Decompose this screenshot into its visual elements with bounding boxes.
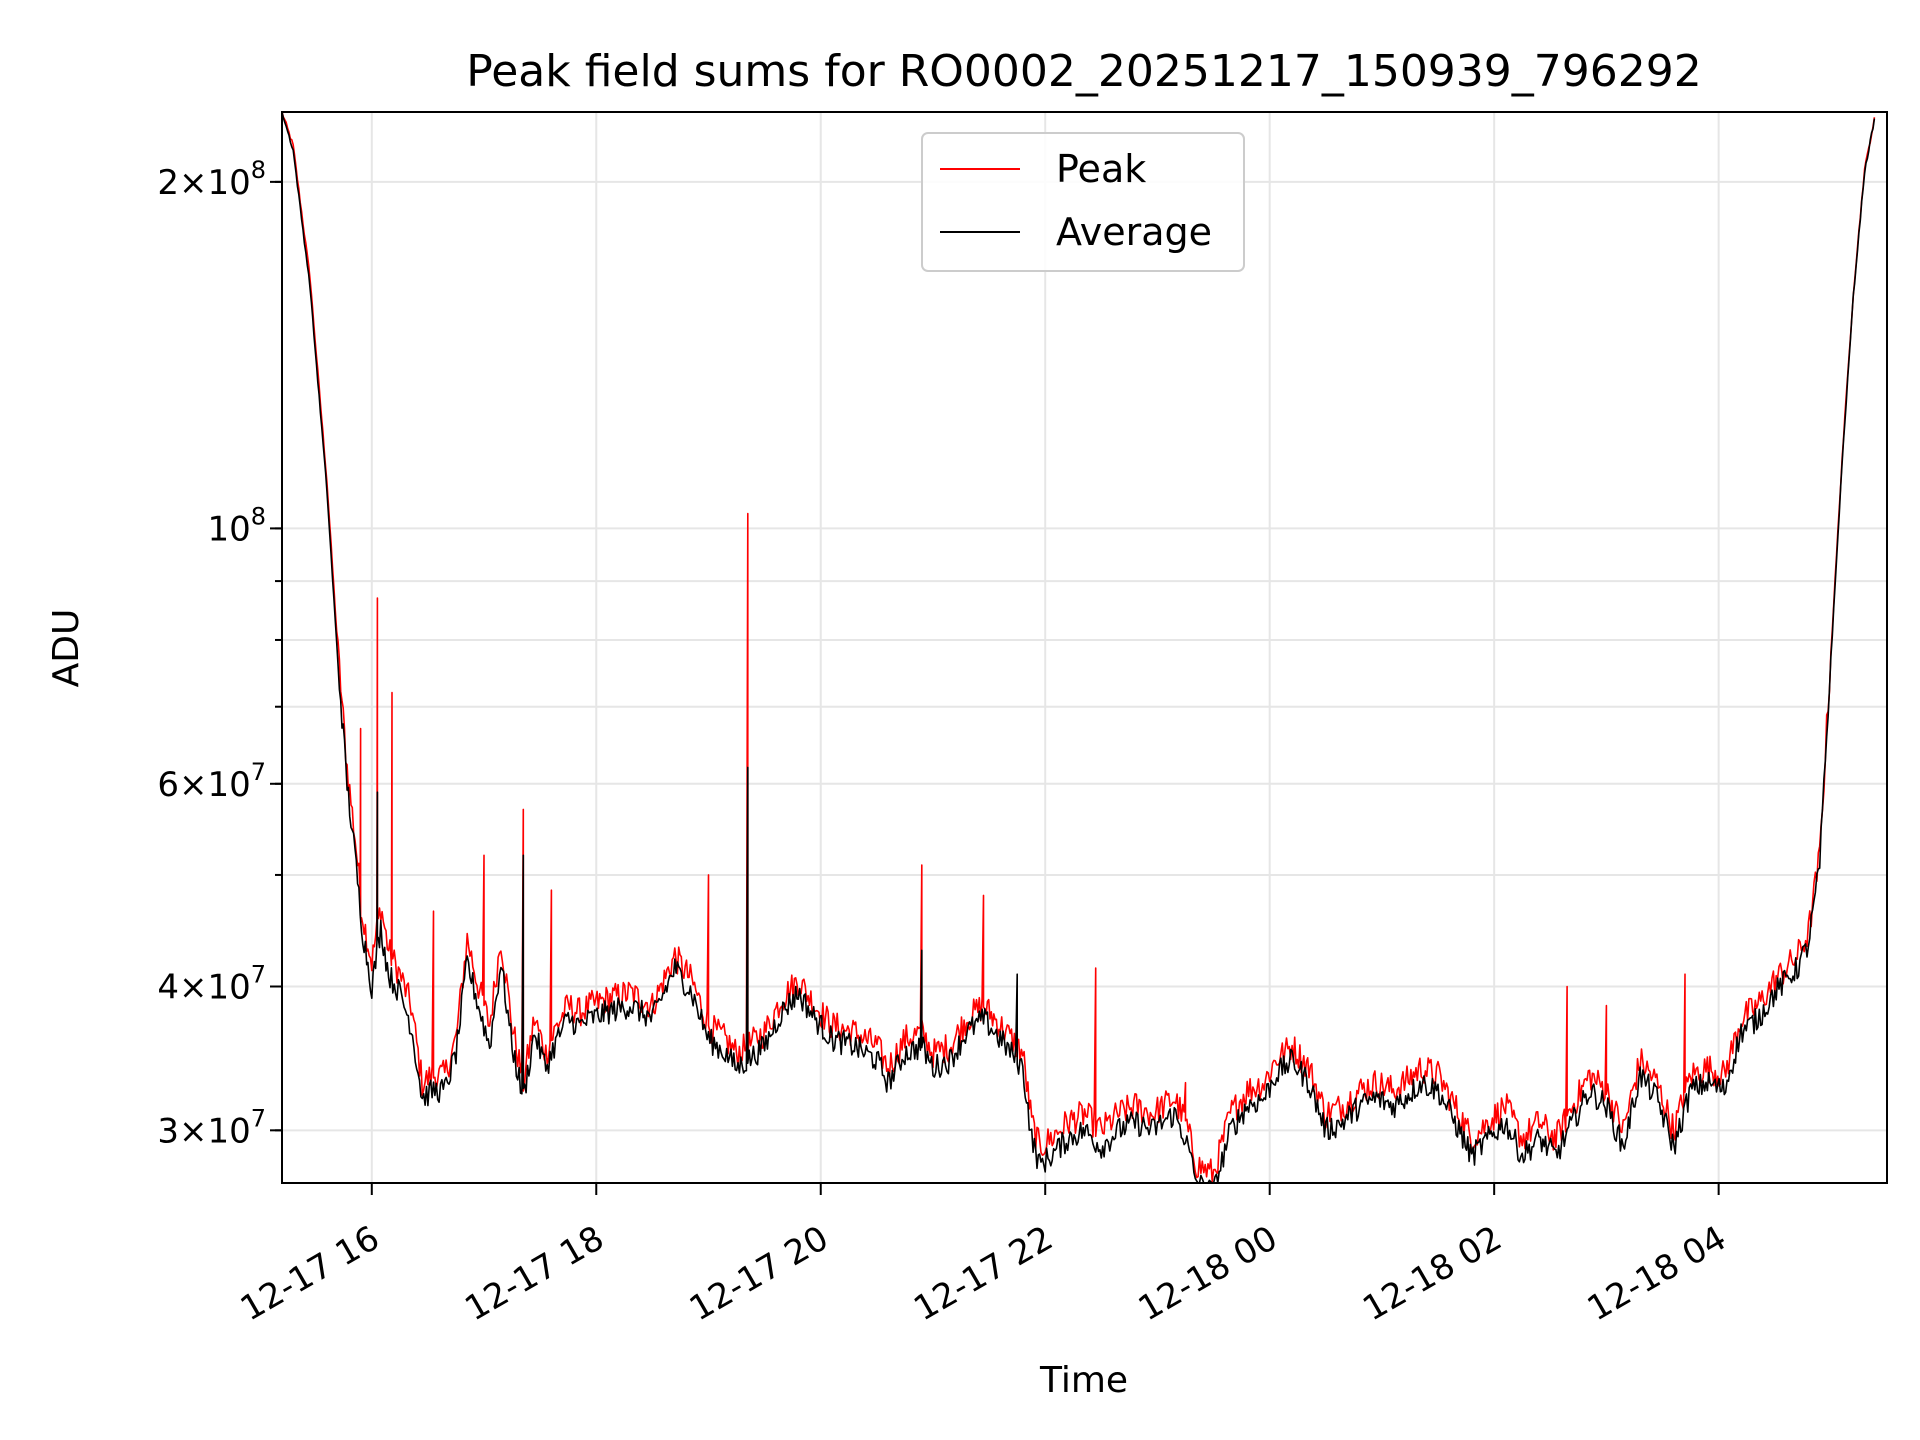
series-layer <box>282 112 1876 1183</box>
y-tick-label: 3×107 <box>157 1104 266 1151</box>
plot-frame <box>281 111 1888 1184</box>
x-axis: 12-17 16 12-17 18 12-17 20 12-17 22 12-18 00… <box>234 1183 1733 1329</box>
y-tick-label: 2×108 <box>157 156 266 203</box>
legend-peak-label: Peak <box>1056 147 1146 191</box>
y-axis: 3×107 4×107 6×107 108 2×108 <box>157 156 282 1151</box>
x-tick-label: 12-18 00 <box>1132 1218 1284 1329</box>
legend-average-label: Average <box>1056 210 1212 254</box>
x-tick-label: 12-18 02 <box>1356 1218 1508 1329</box>
legend-box <box>921 132 1245 272</box>
grid <box>282 112 1887 1183</box>
x-axis-label: Time <box>1039 1360 1128 1401</box>
y-tick-label: 6×107 <box>157 758 266 805</box>
y-tick-label: 108 <box>207 502 266 549</box>
x-tick-label: 12-17 16 <box>234 1218 386 1329</box>
y-axis-label: ADU <box>46 609 87 688</box>
chart-title: Peak field sums for RO0002_20251217_1509… <box>466 46 1702 97</box>
y-tick-label: 4×107 <box>157 961 266 1008</box>
series-line-average <box>282 112 1876 1183</box>
x-tick-label: 12-17 22 <box>907 1218 1059 1329</box>
series-line-peak <box>282 112 1876 1183</box>
legend: Peak Average <box>921 132 1245 272</box>
x-tick-label: 12-17 18 <box>458 1218 610 1329</box>
x-tick-label: 12-17 20 <box>683 1218 835 1329</box>
x-tick-label: 12-18 04 <box>1581 1218 1733 1329</box>
